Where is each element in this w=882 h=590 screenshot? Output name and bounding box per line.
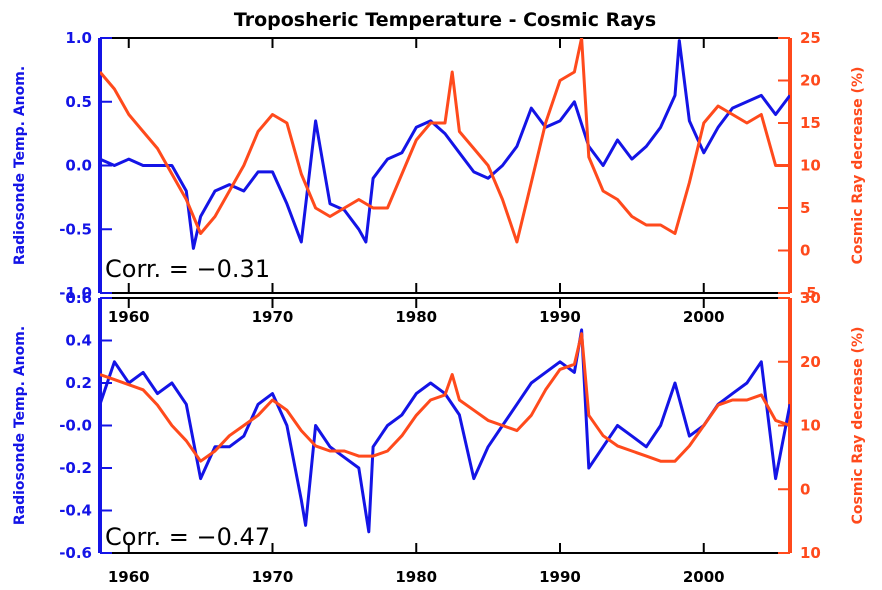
y-left-tick-label: 0.6 <box>65 289 92 307</box>
x-tick-label: 1960 <box>108 308 150 326</box>
y-right-tick-label: 15 <box>800 114 821 132</box>
y-left-tick-label: -0.6 <box>59 544 92 562</box>
x-tick-label: 2000 <box>683 308 725 326</box>
x-tick-label: 1970 <box>252 308 294 326</box>
x-tick-label: 1990 <box>539 568 581 586</box>
y-right-tick-label: 10 <box>800 544 821 562</box>
panels: 1960 1970 1980 1990 2000-1.0-0.50.00.51.0-50… <box>12 29 866 586</box>
y-right-axis-label: Cosmic Ray decrease (%) <box>850 67 866 265</box>
y-right-tick-label: 0 <box>800 242 810 260</box>
y-left-tick-label: 0.2 <box>65 374 92 392</box>
x-tick-label: 1980 <box>395 568 437 586</box>
correlation-label: Corr. = −0.47 <box>105 523 270 551</box>
panel-2: 1960 1970 1980 1990 2000 -0.6 -0.4 -0.2 -0.0 0.2 0… <box>12 289 866 586</box>
y-right-tick-label: 10 <box>800 417 821 435</box>
y-left-tick-label: 0.5 <box>65 93 92 111</box>
y-left-tick-label: -0.0 <box>59 417 92 435</box>
y-left-tick-label: -1.0 <box>59 284 92 302</box>
y-left-axis-label: Radiosonde Temp. Anom. <box>12 326 28 525</box>
correlation-label: Corr. = −0.31 <box>105 255 270 283</box>
x-tick-label: 1980 <box>395 308 437 326</box>
y-right-tick-label: 0 <box>800 480 810 498</box>
chart-title: Troposheric Temperature - Cosmic Rays <box>234 9 656 31</box>
cosmic-ray-series-line <box>100 332 790 463</box>
y-right-tick-label: 20 <box>800 353 821 371</box>
y-right-tick-label: 25 <box>800 29 821 47</box>
y-right-tick-label: 20 <box>800 72 821 90</box>
temperature-series-line <box>100 328 790 534</box>
y-right-tick-label: -5 <box>800 284 817 302</box>
temperature-series-line <box>100 39 790 250</box>
y-left-tick-label: -0.2 <box>59 459 92 477</box>
x-tick-label: 1990 <box>539 308 581 326</box>
y-left-tick-label: 0.4 <box>65 332 92 350</box>
y-right-tick-label: 30 <box>800 289 821 307</box>
y-right-tick-label: 10 <box>800 157 821 175</box>
x-tick-label: 2000 <box>683 568 725 586</box>
y-right-axis-label: Cosmic Ray decrease (%) <box>850 327 866 525</box>
x-tick-label: 1960 <box>108 568 150 586</box>
panel-1: 1960 1970 1980 1990 2000 -1.0 -0.5 0.0 0.5 1.0 -5 0… <box>12 29 866 326</box>
y-left-tick-label: 1.0 <box>65 29 92 47</box>
x-tick-label: 1970 <box>252 568 294 586</box>
y-left-tick-label: -0.4 <box>59 502 92 520</box>
y-right-tick-label: 5 <box>800 199 810 217</box>
y-left-tick-label: 0.0 <box>65 157 92 175</box>
y-left-axis-label: Radiosonde Temp. Anom. <box>12 66 28 265</box>
y-left-tick-label: -0.5 <box>59 220 92 238</box>
